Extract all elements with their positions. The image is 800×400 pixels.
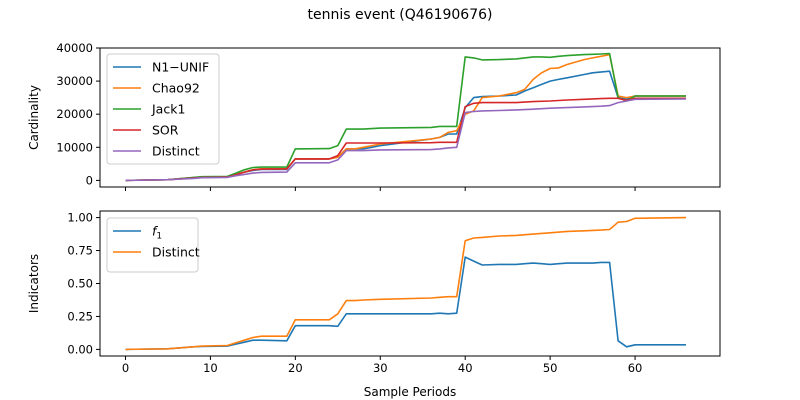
x-tick-label: 50 xyxy=(543,361,558,375)
y-tick-label: 0 xyxy=(86,173,93,187)
y-tick-label: 0.75 xyxy=(67,244,93,258)
series-line-1-1 xyxy=(125,216,687,351)
figure-title: tennis event (Q46190676) xyxy=(307,7,492,23)
x-tick-label: 0 xyxy=(122,361,129,375)
y-tick-label: 10000 xyxy=(56,140,93,154)
legend-label: Distinct xyxy=(152,144,200,159)
series-line-1-0 xyxy=(125,256,686,351)
legend-label: Chao92 xyxy=(152,81,200,96)
series-line-0-3 xyxy=(125,97,686,182)
legend: N1−UNIF Chao92 Jack1 SOR Distinct xyxy=(106,53,220,165)
legend-label: N1−UNIF xyxy=(152,60,209,75)
plot-frame xyxy=(99,47,721,188)
x-tick-label: 60 xyxy=(628,361,643,375)
legend: f1 Distinct xyxy=(106,217,200,273)
y-tick-label: 0.00 xyxy=(67,342,93,356)
x-tick-label: 40 xyxy=(458,361,473,375)
y-tick-label: 20000 xyxy=(56,107,93,121)
y-axis-label: Indicators xyxy=(27,254,41,313)
y-tick-label: 0.25 xyxy=(67,309,93,323)
legend-label: Jack1 xyxy=(151,102,185,117)
x-tick-label: 30 xyxy=(373,361,388,375)
indicators-panel: 0.00 0.25 0.50 0.75 1.00 0 10 20 30 40 50 60 Indicat… xyxy=(27,210,721,399)
y-tick-label: 0.50 xyxy=(67,277,93,291)
y-tick-label: 40000 xyxy=(56,41,93,55)
legend-label: SOR xyxy=(152,123,179,138)
series-line-0-4 xyxy=(125,98,687,182)
legend-label: f1 xyxy=(152,224,162,242)
x-axis-label: Sample Periods xyxy=(364,385,456,399)
y-tick-label: 1.00 xyxy=(67,211,93,225)
y-axis-label: Cardinality xyxy=(27,85,41,150)
x-tick-label: 10 xyxy=(203,361,218,375)
legend-box xyxy=(106,53,220,165)
y-tick-label: 30000 xyxy=(56,74,93,88)
cardinality-panel: 0 10000 20000 30000 40000 Cardinality N1−UNIF C… xyxy=(27,41,721,191)
x-tick-label: 20 xyxy=(288,361,303,375)
series-line-0-2 xyxy=(125,52,686,182)
legend-label: Distinct xyxy=(152,245,200,260)
